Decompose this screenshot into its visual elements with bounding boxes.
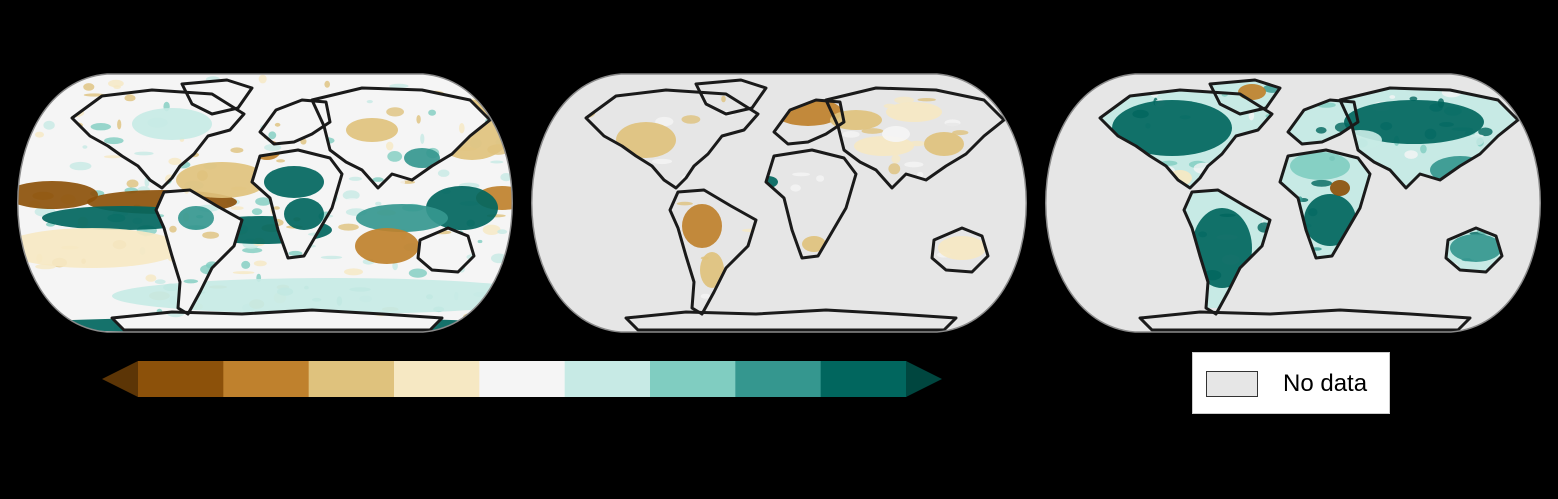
no-data-swatch (1206, 371, 1258, 397)
colorbar-extend-low (102, 361, 138, 397)
coastline-south-america (154, 188, 244, 316)
coastline-antarctica (624, 308, 958, 332)
colorbar-bin (479, 361, 566, 397)
precip-anomaly-region (112, 278, 513, 314)
colorbar-bin (820, 361, 907, 397)
coastline-australia (1444, 226, 1504, 274)
map-frame (1045, 73, 1541, 333)
precip-anomaly-region (1304, 194, 1356, 246)
coastline-africa (764, 148, 858, 260)
coastline-europe (258, 98, 332, 146)
coastline-asia (1338, 86, 1520, 190)
coastline-greenland (694, 78, 768, 116)
precip-anomaly-region (1330, 180, 1350, 196)
colorbar-bin (308, 361, 395, 397)
map-panel-2 (526, 70, 1032, 336)
colorbar-bin (735, 361, 822, 397)
precip-anomaly-region (264, 166, 324, 198)
no-data-label: No data (1283, 370, 1368, 397)
precip-anomaly-region (886, 102, 942, 122)
precip-anomaly-region (284, 198, 324, 230)
precip-anomaly-region (924, 132, 964, 156)
precip-anomaly-region (682, 204, 722, 248)
precip-anomaly-region (938, 236, 986, 260)
coastlines (584, 78, 1006, 332)
precip-anomaly-region (176, 162, 268, 198)
coastline-europe (1286, 98, 1360, 146)
colorbar-bin (564, 361, 651, 397)
precip-anomaly-region (17, 181, 98, 209)
coastline-europe (772, 98, 846, 146)
map-panel-1 (12, 70, 518, 336)
precip-anomaly-region (346, 118, 398, 142)
colorbar (102, 361, 942, 397)
map-frame (531, 73, 1027, 333)
coastlines (70, 78, 492, 332)
map-1-svg (17, 73, 513, 333)
precip-anomaly-region (1112, 100, 1232, 156)
coastline-north-america (1098, 88, 1274, 190)
coastline-greenland (1208, 78, 1282, 116)
coastline-north-america (70, 88, 246, 190)
precip-anomaly-region (355, 228, 419, 264)
precip-anomaly-region (882, 126, 910, 142)
map-3-svg (1045, 73, 1541, 333)
coastline-north-america (584, 88, 760, 190)
precip-anomaly-region (404, 148, 440, 168)
precip-anomaly-region (356, 204, 448, 232)
precip-anomaly-region (1450, 234, 1502, 262)
coastline-antarctica (1138, 308, 1472, 332)
colorbar-bin (223, 361, 310, 397)
precip-anomaly-region (17, 228, 182, 268)
coastline-asia (824, 86, 1006, 190)
map-2-svg (531, 73, 1027, 333)
coastline-asia (310, 86, 492, 190)
colorbar-bin (650, 361, 736, 397)
colorbar-bin (138, 361, 224, 397)
coastline-antarctica (110, 308, 444, 332)
coastline-australia (930, 226, 990, 274)
coastlines (1098, 78, 1520, 332)
colorbar-bin (394, 361, 480, 397)
coastline-south-america (668, 188, 758, 316)
precip-anomaly-region (616, 122, 676, 158)
map-panel-3 (1040, 70, 1546, 336)
precip-anomaly-region (1290, 152, 1350, 180)
precip-anomaly-region (1192, 208, 1252, 288)
precip-anomaly-region (132, 108, 212, 140)
coastline-australia (416, 226, 476, 274)
precip-anomaly-region (1238, 84, 1266, 100)
coastline-africa (1278, 148, 1372, 260)
map-frame (17, 73, 513, 333)
precip-anomaly-region (178, 206, 214, 230)
precip-anomaly-region (1344, 100, 1484, 144)
precip-anomaly-region (700, 252, 724, 288)
coastline-south-america (1182, 188, 1272, 316)
no-data-legend: No data (1192, 352, 1390, 414)
coastline-greenland (180, 78, 254, 116)
colorbar-extend-high (906, 361, 942, 397)
coastline-africa (250, 148, 344, 260)
precip-anomaly-region (802, 236, 826, 252)
